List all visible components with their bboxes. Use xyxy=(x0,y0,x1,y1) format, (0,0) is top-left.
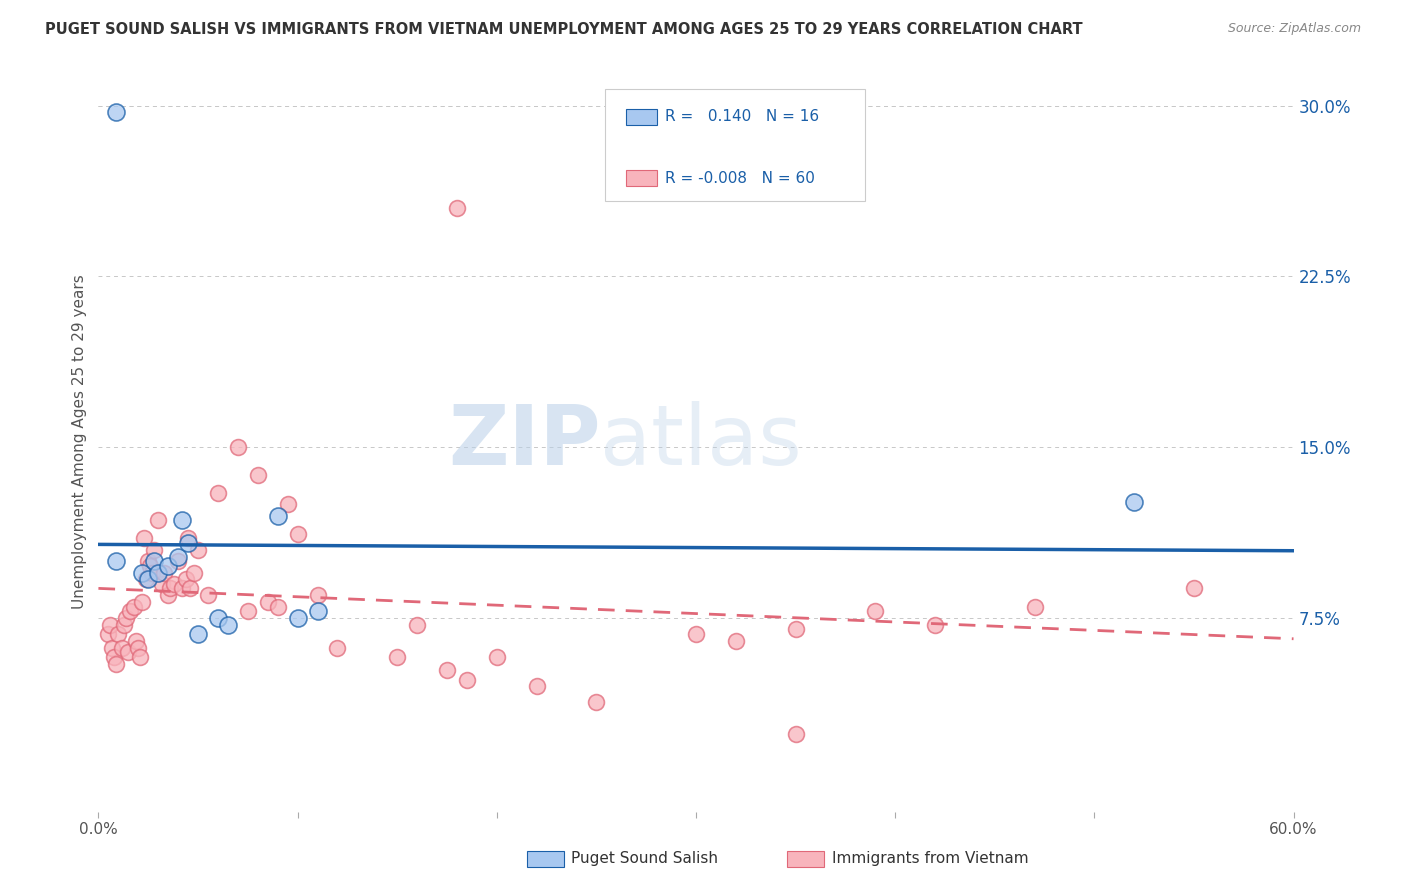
Point xyxy=(115,611,138,625)
Point xyxy=(256,595,278,609)
Point xyxy=(307,604,329,618)
Point xyxy=(153,566,176,580)
Point xyxy=(159,582,181,596)
Point xyxy=(101,640,124,655)
Point xyxy=(177,532,200,546)
Point xyxy=(105,554,128,568)
Text: R =   0.140   N = 16: R = 0.140 N = 16 xyxy=(665,110,820,124)
Point xyxy=(179,582,201,596)
Point xyxy=(148,566,170,580)
Point xyxy=(167,549,190,564)
Text: Puget Sound Salish: Puget Sound Salish xyxy=(571,852,718,866)
Text: R = -0.008   N = 60: R = -0.008 N = 60 xyxy=(665,171,815,186)
Point xyxy=(98,618,122,632)
Text: atlas: atlas xyxy=(600,401,801,482)
Point xyxy=(1182,582,1205,596)
Point xyxy=(124,599,146,614)
Point xyxy=(685,627,707,641)
Point xyxy=(267,508,290,523)
Point xyxy=(865,604,887,618)
Point xyxy=(111,640,134,655)
Point xyxy=(139,558,162,573)
Point xyxy=(117,645,139,659)
Point xyxy=(197,588,219,602)
Point xyxy=(157,558,180,573)
Point xyxy=(287,611,309,625)
Point xyxy=(103,649,125,664)
Point xyxy=(107,627,129,641)
Text: Immigrants from Vietnam: Immigrants from Vietnam xyxy=(832,852,1029,866)
Point xyxy=(174,573,197,587)
Point xyxy=(141,566,163,580)
Point xyxy=(136,554,159,568)
Point xyxy=(785,727,807,741)
Point xyxy=(143,554,166,568)
Point xyxy=(924,618,946,632)
Point xyxy=(157,588,180,602)
Point xyxy=(1123,495,1146,509)
Y-axis label: Unemployment Among Ages 25 to 29 years: Unemployment Among Ages 25 to 29 years xyxy=(72,274,87,609)
Point xyxy=(207,611,229,625)
Point xyxy=(226,440,249,454)
Point xyxy=(177,536,200,550)
Point xyxy=(456,673,478,687)
Point xyxy=(385,649,409,664)
Text: ZIP: ZIP xyxy=(449,401,600,482)
Point xyxy=(105,105,128,120)
Point xyxy=(148,513,170,527)
Point xyxy=(217,618,239,632)
Point xyxy=(267,599,290,614)
Point xyxy=(724,633,747,648)
Point xyxy=(785,623,807,637)
Point xyxy=(136,573,159,587)
Point xyxy=(120,604,142,618)
Point xyxy=(446,201,468,215)
Point xyxy=(277,497,299,511)
Point xyxy=(131,595,153,609)
Point xyxy=(183,566,205,580)
Point xyxy=(172,513,194,527)
Point xyxy=(187,627,209,641)
Point xyxy=(187,542,209,557)
Point xyxy=(326,640,349,655)
Point xyxy=(236,604,259,618)
Point xyxy=(131,566,153,580)
Point xyxy=(1024,599,1046,614)
Point xyxy=(207,485,229,500)
Point xyxy=(105,657,128,671)
Point xyxy=(125,633,148,648)
Text: PUGET SOUND SALISH VS IMMIGRANTS FROM VIETNAM UNEMPLOYMENT AMONG AGES 25 TO 29 Y: PUGET SOUND SALISH VS IMMIGRANTS FROM VI… xyxy=(45,22,1083,37)
Point xyxy=(129,649,152,664)
Point xyxy=(526,680,548,694)
Point xyxy=(143,542,166,557)
Point xyxy=(406,618,429,632)
Point xyxy=(163,577,186,591)
Point xyxy=(135,573,157,587)
Point xyxy=(112,618,135,632)
Point xyxy=(167,554,190,568)
Point xyxy=(585,695,607,709)
Point xyxy=(287,526,309,541)
Point xyxy=(246,467,269,482)
Point xyxy=(485,649,508,664)
Point xyxy=(97,627,120,641)
Point xyxy=(172,582,194,596)
Point xyxy=(150,577,173,591)
Point xyxy=(127,640,149,655)
Point xyxy=(307,588,329,602)
Text: Source: ZipAtlas.com: Source: ZipAtlas.com xyxy=(1227,22,1361,36)
Point xyxy=(134,532,156,546)
Point xyxy=(436,664,458,678)
